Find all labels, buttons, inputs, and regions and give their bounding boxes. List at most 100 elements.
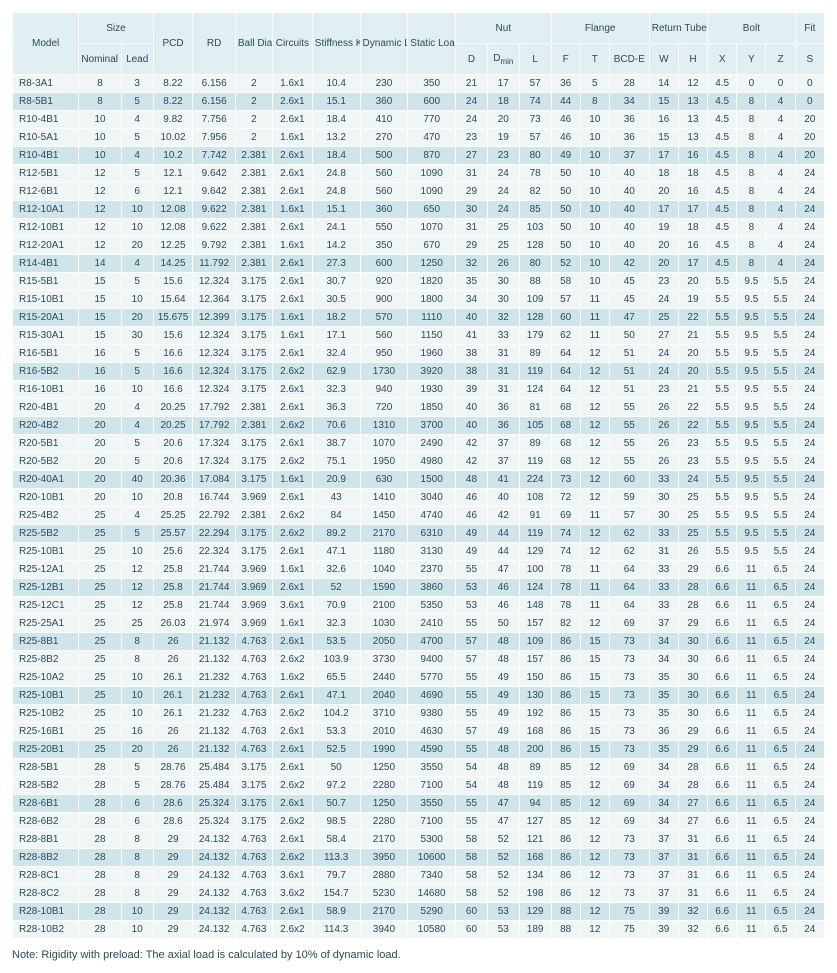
table-cell: 4 [766,165,795,183]
table-cell: 224 [519,471,551,489]
table-cell: 24 [795,813,824,831]
table-cell: 6.5 [766,651,795,669]
table-cell: 670 [408,237,456,255]
table-row: R25-20B125202621.1324.7632.6x152.5199045… [13,741,825,759]
table-cell: 39 [456,381,488,399]
table-cell: 5 [121,759,153,777]
table-cell: 3.175 [235,345,272,363]
table-cell: 570 [360,309,408,327]
table-cell: R12-5B1 [13,165,79,183]
table-cell: 86 [551,741,580,759]
table-cell: 3.175 [235,813,272,831]
table-cell: 134 [519,867,551,885]
table-cell: 12 [580,525,609,543]
table-cell: 78 [551,597,580,615]
table-cell: 2.6x1 [273,291,313,309]
table-cell: R12-20A1 [13,237,79,255]
table-cell: 48 [487,759,519,777]
table-cell: 5.5 [766,453,795,471]
table-cell: 25 [79,543,121,561]
table-row: R25-8B22582621.1324.7632.6x2103.93730940… [13,651,825,669]
table-cell: 84 [312,507,360,525]
table-cell: 24 [795,363,824,381]
table-cell: 62 [609,543,649,561]
table-cell: 20.9 [312,471,360,489]
table-cell: 6.5 [766,705,795,723]
table-cell: 5300 [408,831,456,849]
table-cell: R15-10B1 [13,291,79,309]
table-cell: 12 [580,759,609,777]
table-cell: 21.132 [193,651,235,669]
table-row: R25-16B125162621.1324.7632.6x153.3201046… [13,723,825,741]
table-cell: 10 [580,255,609,273]
table-cell: 29 [678,615,707,633]
th-d: D [456,44,488,75]
table-cell: 6.5 [766,921,795,939]
table-cell: 55 [456,795,488,813]
table-cell: 36 [609,129,649,147]
table-cell: 19 [487,129,519,147]
table-cell: 8 [121,831,153,849]
table-cell: 27 [678,813,707,831]
table-cell: 73 [609,831,649,849]
table-cell: 9.642 [193,165,235,183]
table-cell: 130 [519,687,551,705]
table-cell: 2.6x2 [273,777,313,795]
table-cell: 4700 [408,633,456,651]
th-x: X [708,44,737,75]
table-cell: 24 [456,93,488,111]
table-cell: 12 [580,867,609,885]
table-cell: 113.3 [312,849,360,867]
table-cell: 3700 [408,417,456,435]
table-cell: 34 [609,93,649,111]
th-h: H [678,44,707,75]
table-cell: 9.5 [737,489,766,507]
table-cell: 20 [678,273,707,291]
table-cell: 24 [795,921,824,939]
table-cell: 21.744 [193,579,235,597]
table-cell: 9.5 [737,399,766,417]
table-cell: 10 [121,291,153,309]
table-cell: 10 [79,129,121,147]
table-cell: 1500 [408,471,456,489]
table-cell: 2.6x2 [273,525,313,543]
table-cell: 4.763 [235,921,272,939]
table-cell: 31 [678,831,707,849]
table-cell: 24 [795,669,824,687]
table-cell: 6.6 [708,561,737,579]
table-cell: 13 [678,93,707,111]
table-cell: 68 [551,417,580,435]
table-cell: 12.1 [153,183,193,201]
table-cell: 53 [456,579,488,597]
table-row: R20-5B120520.617.3243.1752.6x138.7107024… [13,435,825,453]
table-cell: 31 [487,381,519,399]
table-cell: 9.5 [737,309,766,327]
table-cell: 40 [609,201,649,219]
table-cell: 40 [609,219,649,237]
table-cell: 68 [551,435,580,453]
table-cell: 73 [609,723,649,741]
table-cell: 26 [649,453,678,471]
table-cell: 85 [551,777,580,795]
table-cell: 12 [580,777,609,795]
table-cell: 1990 [360,741,408,759]
table-cell: 32.6 [312,561,360,579]
table-cell: 16.6 [153,345,193,363]
table-cell: 74 [519,93,551,111]
table-cell: 5.5 [708,309,737,327]
table-cell: 70.9 [312,597,360,615]
table-cell: 4.5 [708,93,737,111]
table-cell: 124 [519,381,551,399]
table-cell: 37 [609,147,649,165]
table-cell: 0 [795,75,824,93]
table-cell: 24 [795,165,824,183]
th-dmin: Dmin [487,44,519,75]
table-cell: 2170 [360,525,408,543]
table-cell: 15 [649,93,678,111]
table-cell: 28 [678,777,707,795]
table-cell: 5.5 [708,399,737,417]
table-cell: 12 [580,849,609,867]
table-cell: 65.5 [312,669,360,687]
table-cell: 20 [649,255,678,273]
table-cell: 4.5 [708,237,737,255]
